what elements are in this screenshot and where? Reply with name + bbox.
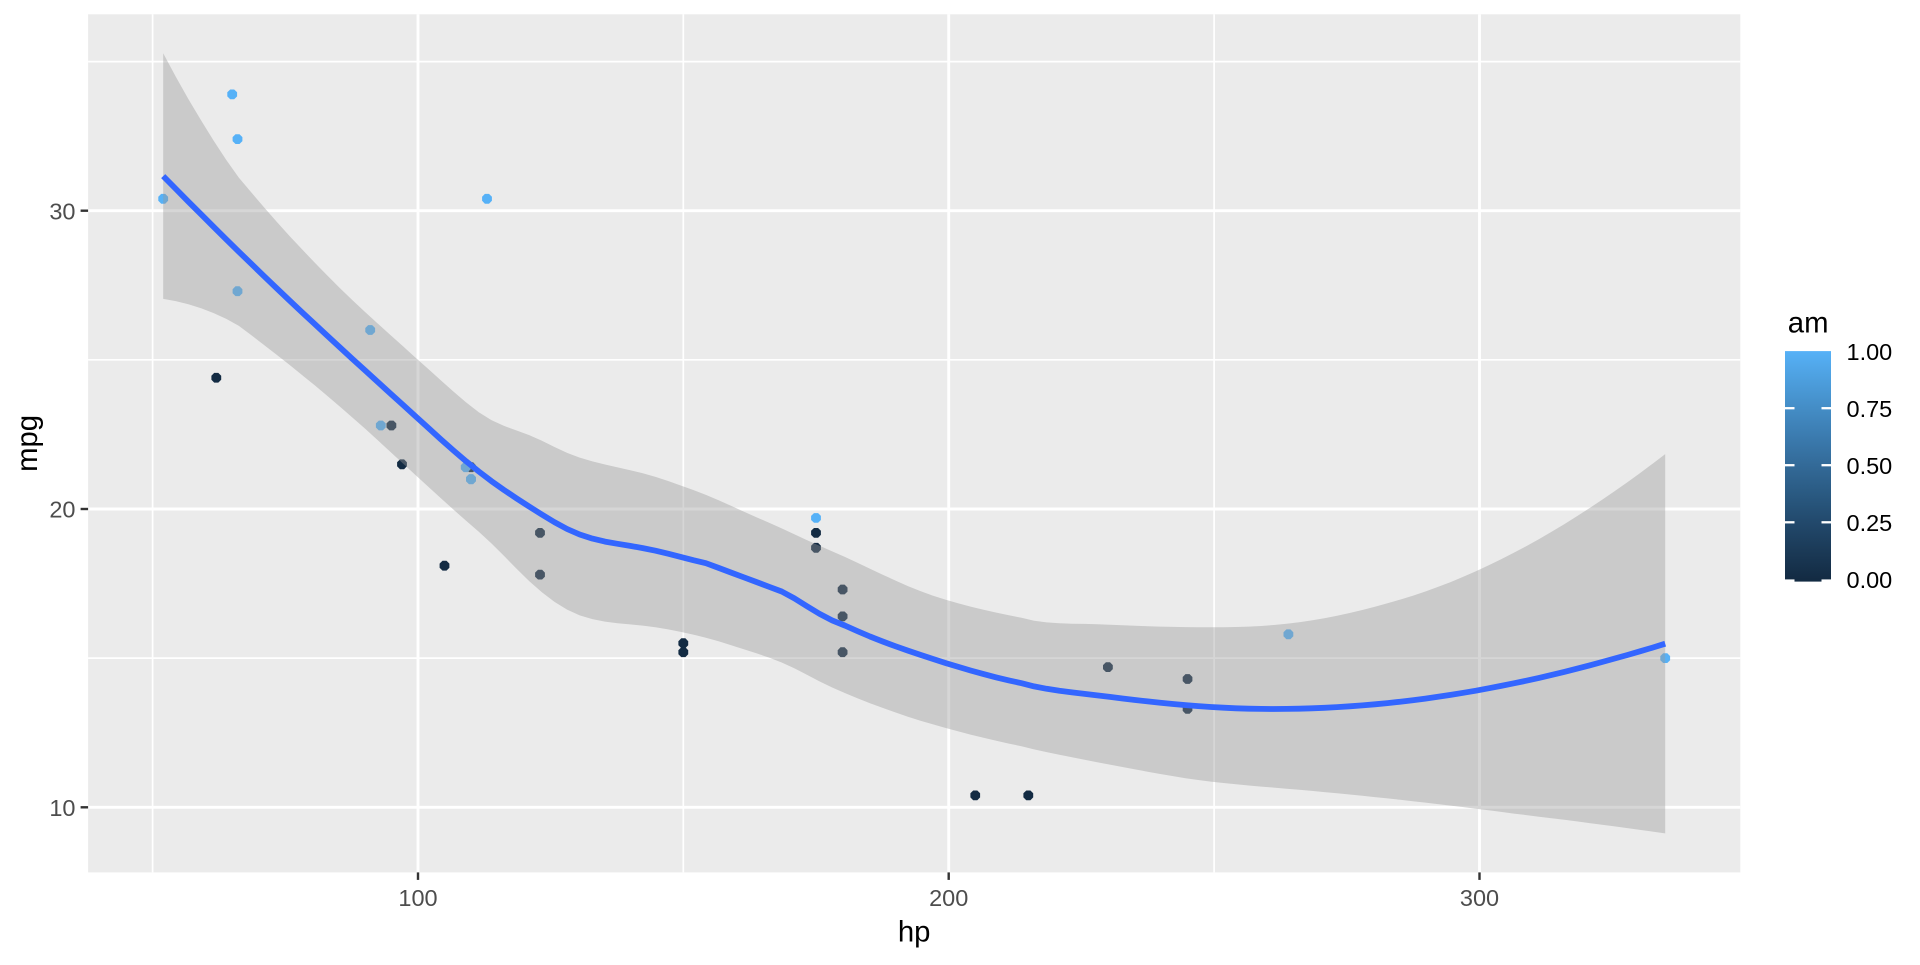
svg-text:0.50: 0.50 xyxy=(1847,453,1893,479)
svg-text:0.00: 0.00 xyxy=(1847,567,1893,593)
svg-text:0.75: 0.75 xyxy=(1847,396,1893,422)
svg-text:hp: hp xyxy=(898,916,931,949)
svg-text:mpg: mpg xyxy=(11,415,44,472)
svg-text:am: am xyxy=(1788,307,1829,340)
svg-text:200: 200 xyxy=(929,885,968,911)
svg-text:20: 20 xyxy=(49,497,75,523)
svg-text:1.00: 1.00 xyxy=(1847,339,1893,365)
svg-text:100: 100 xyxy=(398,885,437,911)
svg-text:30: 30 xyxy=(49,198,75,224)
svg-text:0.25: 0.25 xyxy=(1847,510,1893,536)
svg-text:300: 300 xyxy=(1460,885,1499,911)
svg-text:10: 10 xyxy=(49,795,75,821)
